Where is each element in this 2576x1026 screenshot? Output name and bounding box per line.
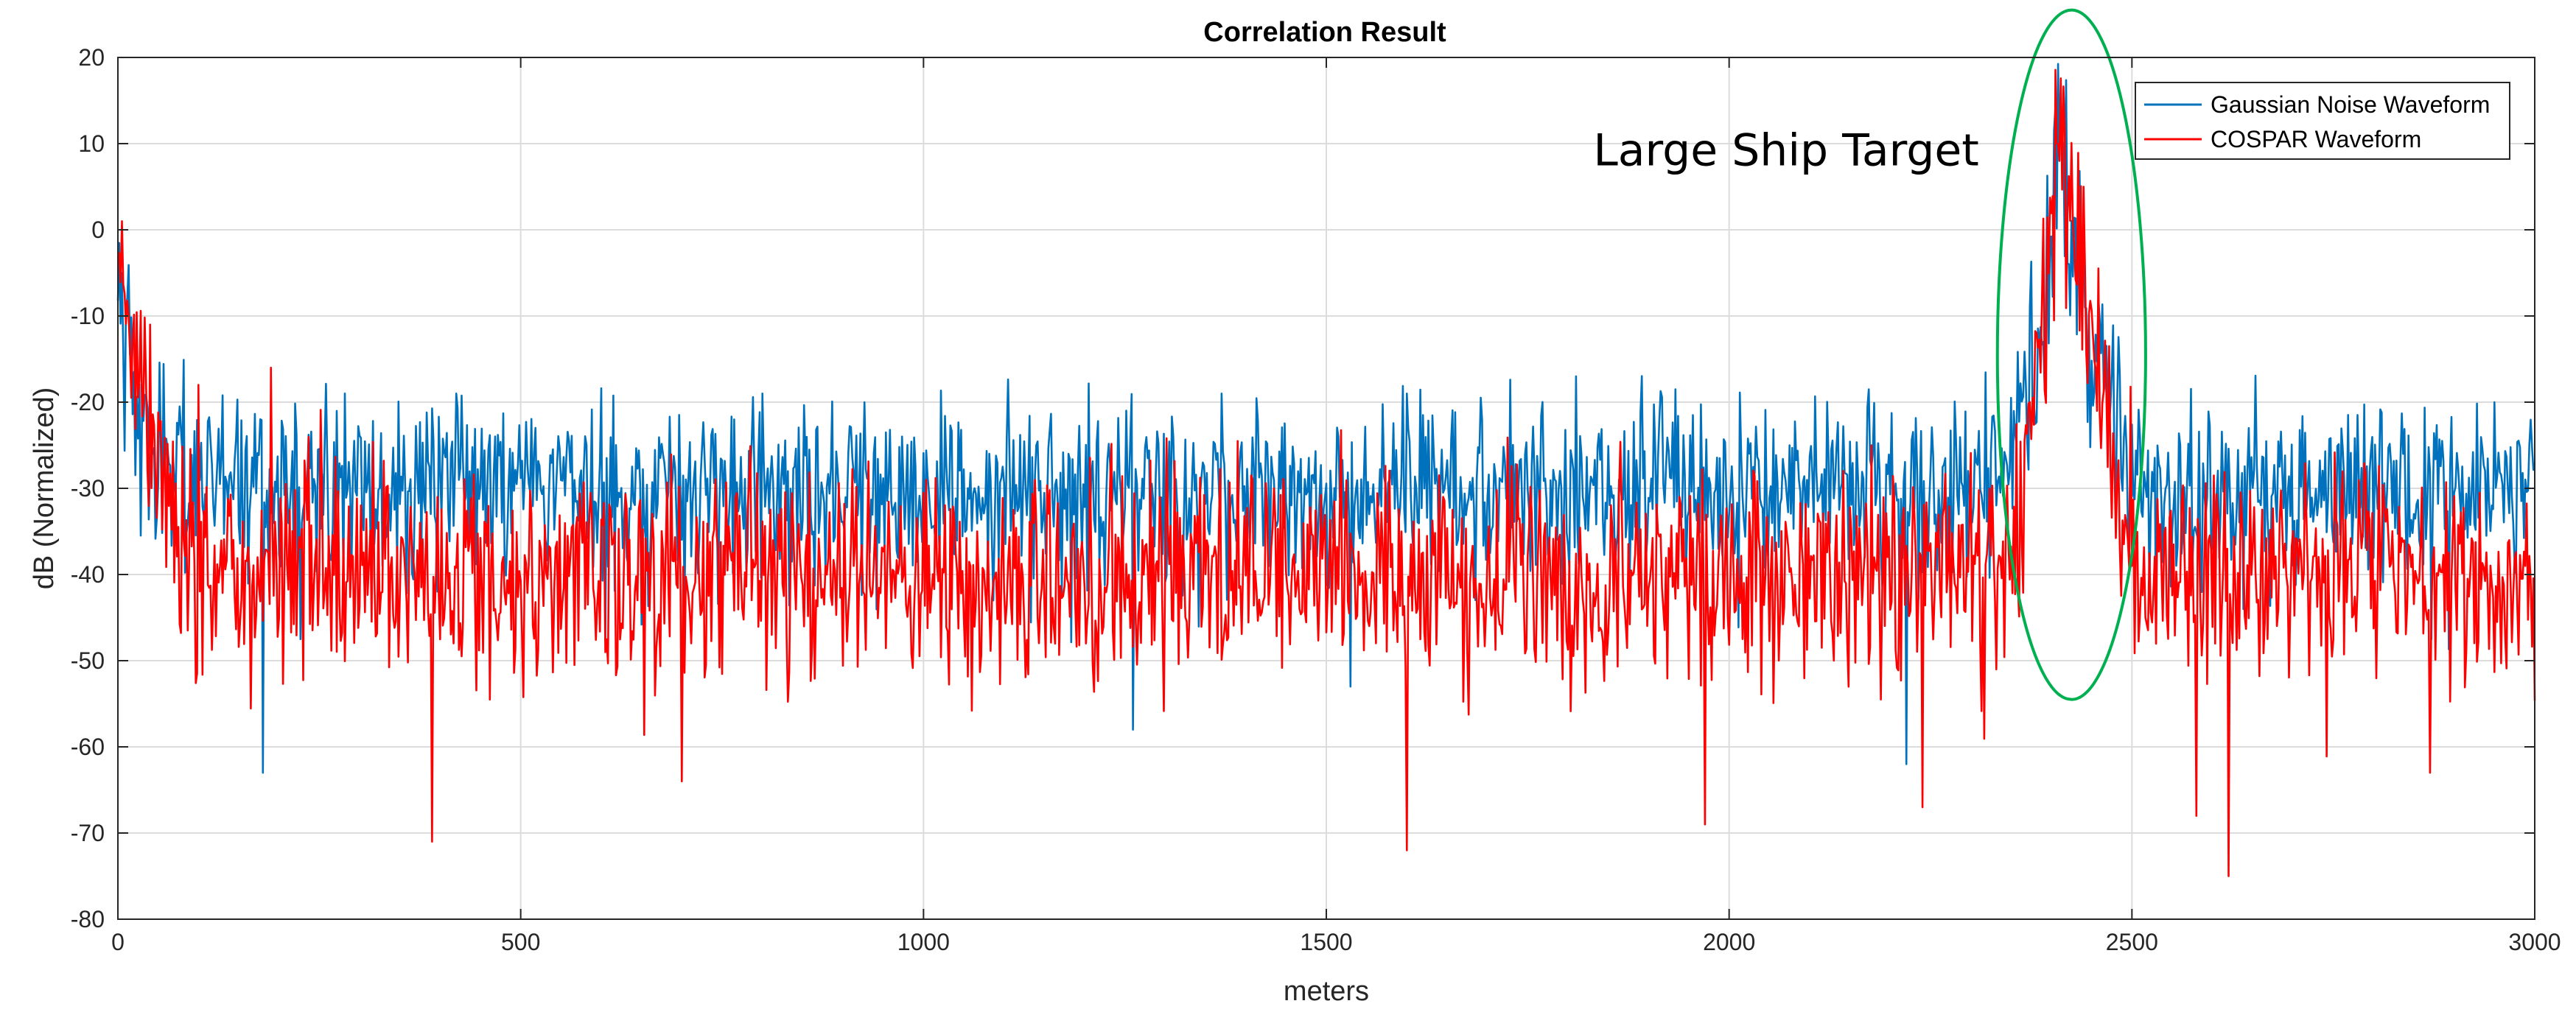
legend-box [2135, 82, 2510, 160]
y-tick-label: -50 [71, 647, 105, 674]
y-tick-label: 0 [91, 217, 105, 243]
y-axis-label: dB (Normalized) [29, 387, 60, 590]
x-tick-label: 1500 [1300, 929, 1352, 955]
annotation-large-ship-target: Large Ship Target [1593, 124, 1978, 176]
axes-ticks: 0 500 1000 1500 2000 2500 3000 20 10 0 -10 -20 -30 -4… [71, 44, 2561, 955]
series-line-cospar [116, 68, 2536, 877]
legend: Gaussian Noise Waveform COSPAR Waveform [2135, 82, 2510, 160]
series-group [116, 63, 2536, 877]
y-tick-label: -10 [71, 303, 105, 329]
y-tick-label: -40 [71, 561, 105, 588]
series-line-gaussian-noise [116, 63, 2536, 774]
x-axis-label: meters [1284, 976, 1369, 1007]
y-tick-label: -80 [71, 906, 105, 932]
x-tick-label: 0 [111, 929, 125, 955]
y-tick-label: -70 [71, 820, 105, 846]
y-tick-label: -20 [71, 389, 105, 415]
legend-label-gaussian: Gaussian Noise Waveform [2211, 91, 2490, 118]
y-tick-label: 20 [78, 44, 105, 71]
y-tick-label: -30 [71, 475, 105, 502]
chart-title: Correlation Result [1203, 17, 1446, 48]
x-tick-label: 3000 [2508, 929, 2561, 955]
y-tick-label: -60 [71, 734, 105, 760]
y-tick-label: 10 [78, 130, 105, 157]
target-highlight-ellipse [1995, 8, 2147, 701]
x-tick-label: 1000 [897, 929, 950, 955]
plot-area: Large Ship Target [116, 8, 2536, 920]
x-tick-label: 500 [501, 929, 540, 955]
x-tick-label: 2500 [2106, 929, 2158, 955]
legend-label-cospar: COSPAR Waveform [2211, 126, 2421, 152]
annotations: Large Ship Target [1593, 8, 2147, 701]
x-tick-label: 2000 [1703, 929, 1755, 955]
